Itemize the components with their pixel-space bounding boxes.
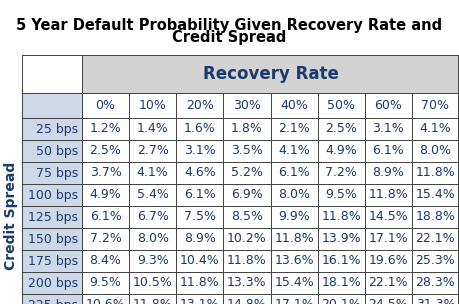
Text: 5 Year Default Probability Given Recovery Rate and: 5 Year Default Probability Given Recover… [17,18,442,33]
Text: 10.5%: 10.5% [133,277,173,289]
Text: 8.0%: 8.0% [137,233,169,246]
Text: 18.1%: 18.1% [321,277,361,289]
Text: 22.1%: 22.1% [369,277,408,289]
Text: 100 bps: 100 bps [28,188,78,202]
Text: 28.3%: 28.3% [415,277,455,289]
Text: 70%: 70% [421,99,449,112]
Text: 50 bps: 50 bps [36,144,78,157]
Text: 1.8%: 1.8% [231,123,263,136]
Text: 2.5%: 2.5% [325,123,357,136]
Text: 4.9%: 4.9% [90,188,122,202]
Text: 11.8%: 11.8% [133,299,173,304]
Text: 11.8%: 11.8% [227,254,267,268]
Text: 17.1%: 17.1% [369,233,408,246]
Text: 3.1%: 3.1% [372,123,404,136]
Text: 10.2%: 10.2% [227,233,267,246]
Text: 6.1%: 6.1% [90,210,122,223]
Text: 4.1%: 4.1% [420,123,451,136]
Text: 10.6%: 10.6% [86,299,125,304]
Text: 30%: 30% [233,99,261,112]
Text: 25 bps: 25 bps [36,123,78,136]
Text: 9.5%: 9.5% [325,188,357,202]
Text: 9.3%: 9.3% [137,254,168,268]
Text: 13.1%: 13.1% [180,299,219,304]
Text: 16.1%: 16.1% [321,254,361,268]
Text: 11.8%: 11.8% [321,210,361,223]
Text: 8.9%: 8.9% [184,233,216,246]
Text: 22.1%: 22.1% [416,233,455,246]
Text: 13.6%: 13.6% [274,254,314,268]
Text: 31.3%: 31.3% [416,299,455,304]
Text: 7.2%: 7.2% [90,233,122,246]
Text: 50%: 50% [327,99,355,112]
Text: 200 bps: 200 bps [28,277,78,289]
Text: 19.6%: 19.6% [369,254,408,268]
Text: 2.5%: 2.5% [90,144,122,157]
Text: 9.9%: 9.9% [278,210,310,223]
Text: 11.8%: 11.8% [415,167,455,179]
Text: 15.4%: 15.4% [415,188,455,202]
Text: 7.2%: 7.2% [325,167,357,179]
Text: 14.5%: 14.5% [369,210,408,223]
Text: 40%: 40% [280,99,308,112]
Text: 8.4%: 8.4% [90,254,122,268]
Text: 18.8%: 18.8% [415,210,455,223]
Text: 6.7%: 6.7% [137,210,168,223]
Text: 11.8%: 11.8% [180,277,220,289]
Text: 6.9%: 6.9% [231,188,263,202]
Text: 11.8%: 11.8% [274,233,314,246]
Text: 11.8%: 11.8% [369,188,408,202]
Text: 7.5%: 7.5% [184,210,216,223]
Text: 150 bps: 150 bps [28,233,78,246]
Text: 25.3%: 25.3% [415,254,455,268]
Text: 8.0%: 8.0% [420,144,452,157]
Text: 1.4%: 1.4% [137,123,168,136]
Bar [22,93,82,304]
Text: 3.1%: 3.1% [184,144,216,157]
Text: 10.4%: 10.4% [180,254,220,268]
Text: 13.9%: 13.9% [321,233,361,246]
Text: 225 bps: 225 bps [28,299,78,304]
Text: 17.1%: 17.1% [274,299,314,304]
Text: 75 bps: 75 bps [36,167,78,179]
Text: 60%: 60% [375,99,402,112]
Text: 4.6%: 4.6% [184,167,216,179]
Text: 1.6%: 1.6% [184,123,216,136]
Text: 24.5%: 24.5% [369,299,408,304]
Text: Credit Spread: Credit Spread [172,30,287,45]
Text: Recovery Rate: Recovery Rate [202,65,338,83]
Text: 3.7%: 3.7% [90,167,122,179]
Text: 5.4%: 5.4% [137,188,168,202]
Bar [82,55,459,93]
Text: 14.8%: 14.8% [227,299,267,304]
Text: 1.2%: 1.2% [90,123,122,136]
Text: 15.4%: 15.4% [274,277,314,289]
Text: 125 bps: 125 bps [28,210,78,223]
Text: 2.7%: 2.7% [137,144,168,157]
Text: 6.1%: 6.1% [184,188,216,202]
Text: 5.2%: 5.2% [231,167,263,179]
Text: 4.1%: 4.1% [278,144,310,157]
Text: 3.5%: 3.5% [231,144,263,157]
Text: 13.3%: 13.3% [227,277,267,289]
Text: 10%: 10% [139,99,167,112]
Text: 8.9%: 8.9% [372,167,404,179]
Text: 4.9%: 4.9% [325,144,357,157]
Text: 0%: 0% [95,99,116,112]
Text: 175 bps: 175 bps [28,254,78,268]
Text: 4.1%: 4.1% [137,167,168,179]
Text: 20.1%: 20.1% [321,299,361,304]
Text: Credit Spread: Credit Spread [4,161,18,270]
Text: 2.1%: 2.1% [278,123,310,136]
Text: 6.1%: 6.1% [372,144,404,157]
Text: 9.5%: 9.5% [90,277,122,289]
Text: 6.1%: 6.1% [278,167,310,179]
Text: 8.5%: 8.5% [231,210,263,223]
Text: 20%: 20% [186,99,214,112]
Text: 8.0%: 8.0% [278,188,310,202]
